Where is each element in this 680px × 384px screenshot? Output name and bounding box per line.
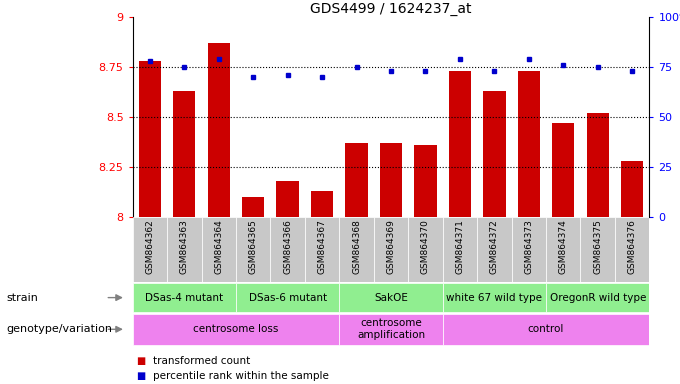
Bar	[133, 283, 236, 312]
Text: GSM864369: GSM864369	[386, 219, 396, 274]
Text: GSM864366: GSM864366	[283, 219, 292, 274]
Bar	[477, 217, 511, 282]
Bar	[339, 283, 443, 312]
Text: centrosome
amplification: centrosome amplification	[357, 318, 425, 340]
Text: GSM864370: GSM864370	[421, 219, 430, 274]
Bar	[587, 113, 609, 217]
Bar	[443, 217, 477, 282]
Text: percentile rank within the sample: percentile rank within the sample	[153, 371, 329, 381]
Bar	[552, 123, 575, 217]
Bar	[408, 217, 443, 282]
Text: DSas-6 mutant: DSas-6 mutant	[249, 293, 326, 303]
Bar	[133, 314, 339, 345]
Bar	[517, 71, 540, 217]
Bar	[414, 145, 437, 217]
Bar	[345, 143, 368, 217]
Text: GSM864365: GSM864365	[249, 219, 258, 274]
Text: DSas-4 mutant: DSas-4 mutant	[146, 293, 223, 303]
Text: GSM864375: GSM864375	[593, 219, 602, 274]
Text: ■: ■	[136, 371, 146, 381]
Text: centrosome loss: centrosome loss	[193, 324, 279, 334]
Bar	[546, 217, 581, 282]
Text: GSM864364: GSM864364	[214, 219, 223, 274]
Text: transformed count: transformed count	[153, 356, 250, 366]
Bar	[380, 143, 402, 217]
Text: ■: ■	[136, 356, 146, 366]
Bar	[483, 91, 505, 217]
Bar	[236, 283, 339, 312]
Bar	[339, 314, 443, 345]
Text: SakOE: SakOE	[374, 293, 408, 303]
Bar	[277, 181, 299, 217]
Bar	[374, 217, 408, 282]
Text: GSM864373: GSM864373	[524, 219, 533, 274]
Bar	[207, 43, 230, 217]
Text: GSM864376: GSM864376	[628, 219, 636, 274]
Bar	[242, 197, 265, 217]
Text: GSM864374: GSM864374	[559, 219, 568, 274]
Text: control: control	[528, 324, 564, 334]
Bar	[173, 91, 195, 217]
Bar	[236, 217, 271, 282]
Bar	[133, 217, 167, 282]
Text: GSM864371: GSM864371	[456, 219, 464, 274]
Bar	[615, 217, 649, 282]
Bar	[305, 217, 339, 282]
Text: strain: strain	[7, 293, 39, 303]
Bar	[339, 217, 374, 282]
Bar	[271, 217, 305, 282]
Bar	[311, 191, 333, 217]
Bar	[581, 217, 615, 282]
Bar	[621, 161, 643, 217]
Text: OregonR wild type: OregonR wild type	[549, 293, 646, 303]
Text: GSM864372: GSM864372	[490, 219, 499, 274]
Bar	[443, 283, 546, 312]
Bar	[511, 217, 546, 282]
Text: genotype/variation: genotype/variation	[7, 324, 113, 334]
Bar	[546, 283, 649, 312]
Bar	[139, 61, 161, 217]
Text: white 67 wild type: white 67 wild type	[446, 293, 543, 303]
Bar	[443, 314, 649, 345]
Text: GSM864363: GSM864363	[180, 219, 189, 274]
Text: GSM864362: GSM864362	[146, 219, 154, 274]
Bar	[449, 71, 471, 217]
Text: GSM864368: GSM864368	[352, 219, 361, 274]
Bar	[167, 217, 201, 282]
Text: GSM864367: GSM864367	[318, 219, 326, 274]
Title: GDS4499 / 1624237_at: GDS4499 / 1624237_at	[310, 2, 472, 16]
Bar	[201, 217, 236, 282]
